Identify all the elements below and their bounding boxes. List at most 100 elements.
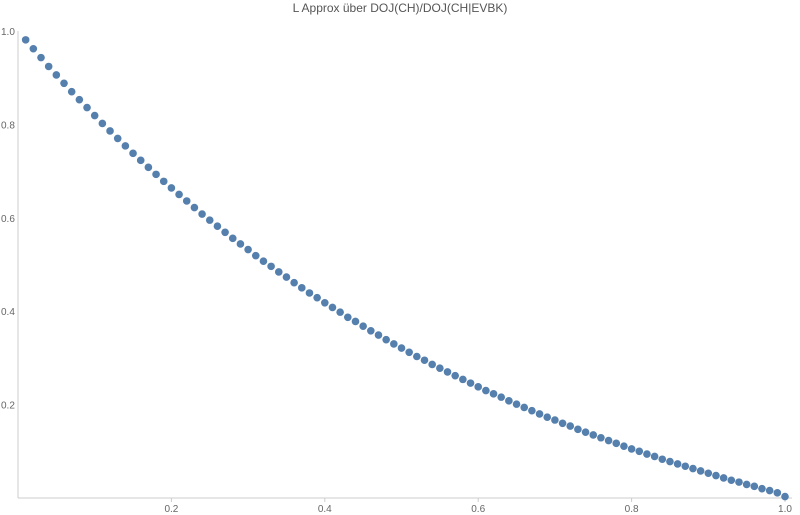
data-point xyxy=(597,433,605,442)
data-point xyxy=(620,442,628,450)
data-point xyxy=(727,476,736,485)
data-point xyxy=(397,344,406,352)
data-point xyxy=(336,308,344,316)
data-point xyxy=(167,184,176,192)
data-point xyxy=(213,222,222,231)
data-point xyxy=(152,170,160,179)
data-point xyxy=(604,436,613,445)
data-point xyxy=(144,163,153,172)
data-point xyxy=(742,480,751,489)
data-point xyxy=(29,44,38,53)
data-point xyxy=(321,298,329,307)
data-point xyxy=(643,450,651,458)
data-point xyxy=(83,103,91,112)
y-tick-label: 0.4 xyxy=(1,307,15,318)
data-point xyxy=(627,445,636,453)
data-point xyxy=(244,245,252,254)
data-point xyxy=(52,71,61,79)
data-point xyxy=(305,289,314,297)
data-point xyxy=(551,416,559,424)
data-point xyxy=(681,462,690,471)
x-tick-label: 0.2 xyxy=(164,504,178,515)
data-point xyxy=(344,313,352,322)
data-point xyxy=(374,331,383,339)
data-point xyxy=(436,364,444,372)
data-point xyxy=(221,228,229,237)
data-point xyxy=(474,383,483,391)
data-point xyxy=(182,197,191,205)
data-points xyxy=(21,36,789,501)
data-point xyxy=(719,474,728,482)
data-point xyxy=(121,142,130,150)
data-point xyxy=(696,467,705,475)
data-point xyxy=(75,95,84,104)
chart-title: L Approx über DOJ(CH)/DOJ(CH|EVBK) xyxy=(293,1,508,15)
data-point xyxy=(236,240,245,248)
data-point xyxy=(689,464,697,473)
data-point xyxy=(259,257,268,266)
data-point xyxy=(543,413,552,422)
data-point xyxy=(313,293,321,302)
data-point xyxy=(106,127,114,135)
data-point xyxy=(765,486,774,495)
data-point xyxy=(666,457,674,466)
x-tick-label: 1.0 xyxy=(778,504,792,515)
x-tick-label: 0.8 xyxy=(625,504,639,515)
data-point xyxy=(520,403,529,412)
data-point xyxy=(589,431,598,439)
data-point xyxy=(528,406,536,415)
y-tick-label: 0.6 xyxy=(1,214,15,225)
y-tick-label: 0.2 xyxy=(1,401,15,412)
data-point xyxy=(673,460,682,468)
data-point xyxy=(267,262,275,271)
x-tick-label: 0.6 xyxy=(471,504,485,515)
data-point xyxy=(712,471,720,480)
data-point xyxy=(290,278,298,287)
data-point xyxy=(512,400,521,408)
data-point xyxy=(382,335,390,344)
data-point xyxy=(228,234,237,243)
data-point xyxy=(67,87,76,96)
data-point xyxy=(704,469,713,478)
data-point xyxy=(505,397,513,405)
data-point xyxy=(198,210,206,218)
data-point xyxy=(136,156,145,165)
data-point xyxy=(750,482,759,491)
data-point xyxy=(359,322,367,330)
data-point xyxy=(413,352,421,361)
data-point xyxy=(251,251,260,260)
data-point xyxy=(466,379,475,387)
data-point xyxy=(558,419,567,428)
data-point xyxy=(129,149,137,158)
data-point xyxy=(581,428,590,436)
data-point xyxy=(758,484,766,493)
data-point xyxy=(159,177,168,186)
data-point xyxy=(175,190,183,199)
data-point xyxy=(773,489,782,497)
data-point xyxy=(405,348,413,357)
data-point xyxy=(459,375,467,384)
data-point xyxy=(44,62,53,71)
data-point xyxy=(420,356,429,365)
data-point xyxy=(635,447,644,456)
data-point xyxy=(297,284,306,292)
data-point xyxy=(650,452,659,461)
data-point xyxy=(328,303,337,312)
data-point xyxy=(658,455,667,464)
data-point xyxy=(60,79,68,88)
data-point xyxy=(351,317,360,326)
data-point xyxy=(282,273,291,281)
data-point xyxy=(612,439,621,448)
data-point xyxy=(190,203,199,212)
data-point xyxy=(781,492,789,501)
data-point xyxy=(451,371,459,380)
data-point xyxy=(390,340,398,348)
data-point xyxy=(482,386,490,395)
data-point xyxy=(566,422,575,430)
data-point xyxy=(274,268,283,276)
data-point xyxy=(98,119,107,128)
data-point xyxy=(367,327,375,335)
y-tick-label: 1.0 xyxy=(1,27,15,38)
data-point xyxy=(497,393,506,401)
